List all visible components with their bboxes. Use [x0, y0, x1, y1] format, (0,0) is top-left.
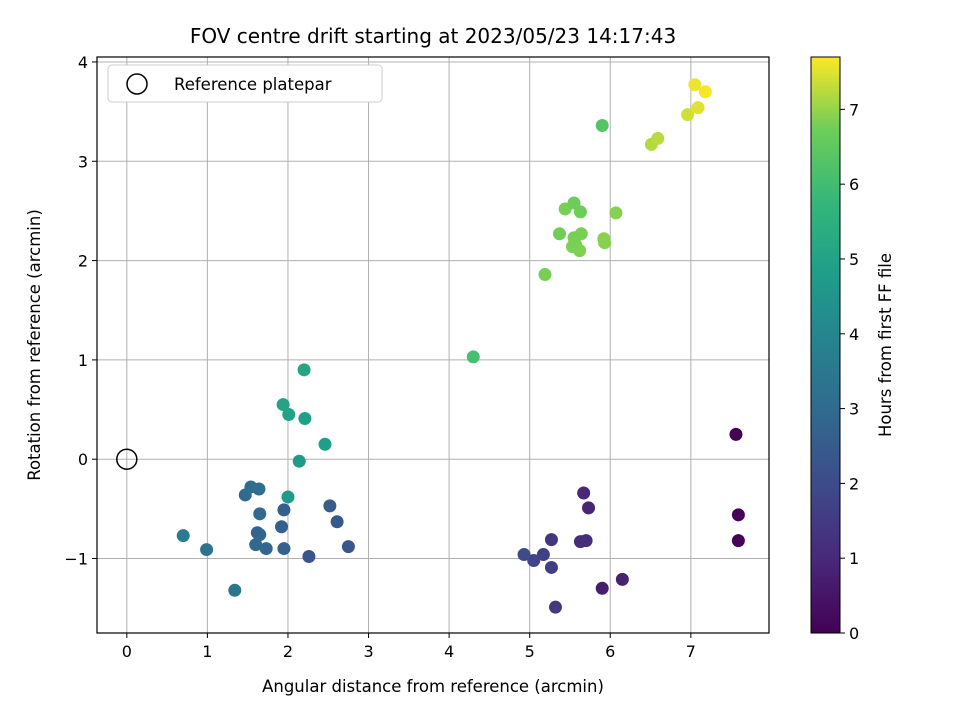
data-point [731, 508, 745, 522]
data-point [688, 78, 702, 92]
y-tick-label: 2 [78, 252, 88, 271]
data-point [341, 540, 355, 554]
data-point [567, 196, 581, 210]
data-point [292, 454, 306, 468]
legend-marker [126, 73, 148, 95]
data-point [615, 572, 629, 586]
data-point [253, 528, 267, 542]
chart-title: FOV centre drift starting at 2023/05/23 … [190, 24, 676, 48]
y-tick-label: 4 [78, 53, 88, 72]
data-point [577, 486, 591, 500]
x-tick-label: 4 [444, 642, 454, 661]
data-points [176, 78, 745, 614]
x-axis-label: Angular distance from reference (arcmin) [262, 677, 604, 696]
colorbar-tick-label: 6 [849, 175, 859, 194]
data-point [466, 350, 480, 364]
x-tick-label: 6 [605, 642, 615, 661]
data-point [249, 538, 263, 552]
x-tick-label: 2 [283, 642, 293, 661]
data-point [536, 548, 550, 562]
x-tick-label: 1 [202, 642, 212, 661]
data-point [318, 437, 332, 451]
x-tick-label: 3 [363, 642, 373, 661]
colorbar-label: Hours from first FF file [876, 253, 895, 437]
data-point [298, 411, 312, 425]
grid [97, 57, 769, 633]
data-point [681, 108, 695, 122]
data-point [228, 583, 242, 597]
data-point [548, 600, 562, 614]
data-point [277, 503, 291, 517]
data-point [277, 542, 291, 556]
y-tick-label: 0 [78, 450, 88, 469]
data-point [527, 554, 541, 568]
data-point [538, 267, 552, 281]
data-point [731, 534, 745, 548]
y-tick-label: −1 [64, 550, 88, 569]
reference-marker [116, 448, 138, 470]
colorbar-tick-label: 7 [849, 100, 859, 119]
data-point [302, 550, 316, 564]
plot-frame [96, 56, 770, 634]
legend: Reference platepar [107, 64, 383, 103]
data-point [574, 227, 588, 241]
x-tick-label: 5 [525, 642, 535, 661]
data-point [573, 205, 587, 219]
data-point [609, 206, 623, 220]
data-point [598, 236, 612, 250]
x-axis-ticks: 0 1 2 3 4 5 6 7 [122, 633, 696, 661]
data-point [281, 490, 295, 504]
colorbar-tick-label: 5 [849, 250, 859, 269]
data-point [517, 548, 531, 562]
data-point [595, 119, 609, 133]
data-point [544, 533, 558, 547]
data-point [323, 499, 337, 513]
data-point [259, 542, 273, 556]
colorbar-tick-label: 3 [849, 400, 859, 419]
colorbar-ticks: 0 1 2 3 4 5 6 7 [840, 100, 859, 643]
data-point [544, 560, 558, 574]
data-point [698, 85, 712, 99]
data-point [330, 515, 344, 529]
data-point [276, 398, 290, 412]
colorbar-tick-label: 4 [849, 325, 859, 344]
data-point [252, 482, 266, 496]
data-point [275, 520, 289, 534]
colorbar-tick-label: 1 [849, 549, 859, 568]
data-point [729, 427, 743, 441]
data-point [200, 543, 214, 557]
y-axis-label: Rotation from reference (arcmin) [25, 209, 44, 481]
data-point [595, 581, 609, 595]
data-point [573, 244, 587, 258]
colorbar-tick-label: 2 [849, 474, 859, 493]
data-point [553, 227, 567, 241]
data-point [282, 408, 296, 422]
legend-box [107, 64, 383, 103]
x-tick-label: 0 [122, 642, 132, 661]
data-point [253, 507, 267, 521]
data-point [573, 535, 587, 549]
data-point [176, 529, 190, 543]
data-point [582, 501, 596, 515]
legend-entry-label: Reference platepar [174, 75, 332, 94]
data-point [651, 131, 665, 145]
data-point [691, 101, 705, 115]
y-tick-label: 1 [78, 351, 88, 370]
x-tick-label: 7 [686, 642, 696, 661]
y-axis-ticks: −1 0 1 2 3 4 [64, 53, 97, 569]
data-point [297, 363, 311, 377]
colorbar-tick-label: 0 [849, 624, 859, 643]
colorbar [810, 56, 841, 634]
y-tick-label: 3 [78, 152, 88, 171]
